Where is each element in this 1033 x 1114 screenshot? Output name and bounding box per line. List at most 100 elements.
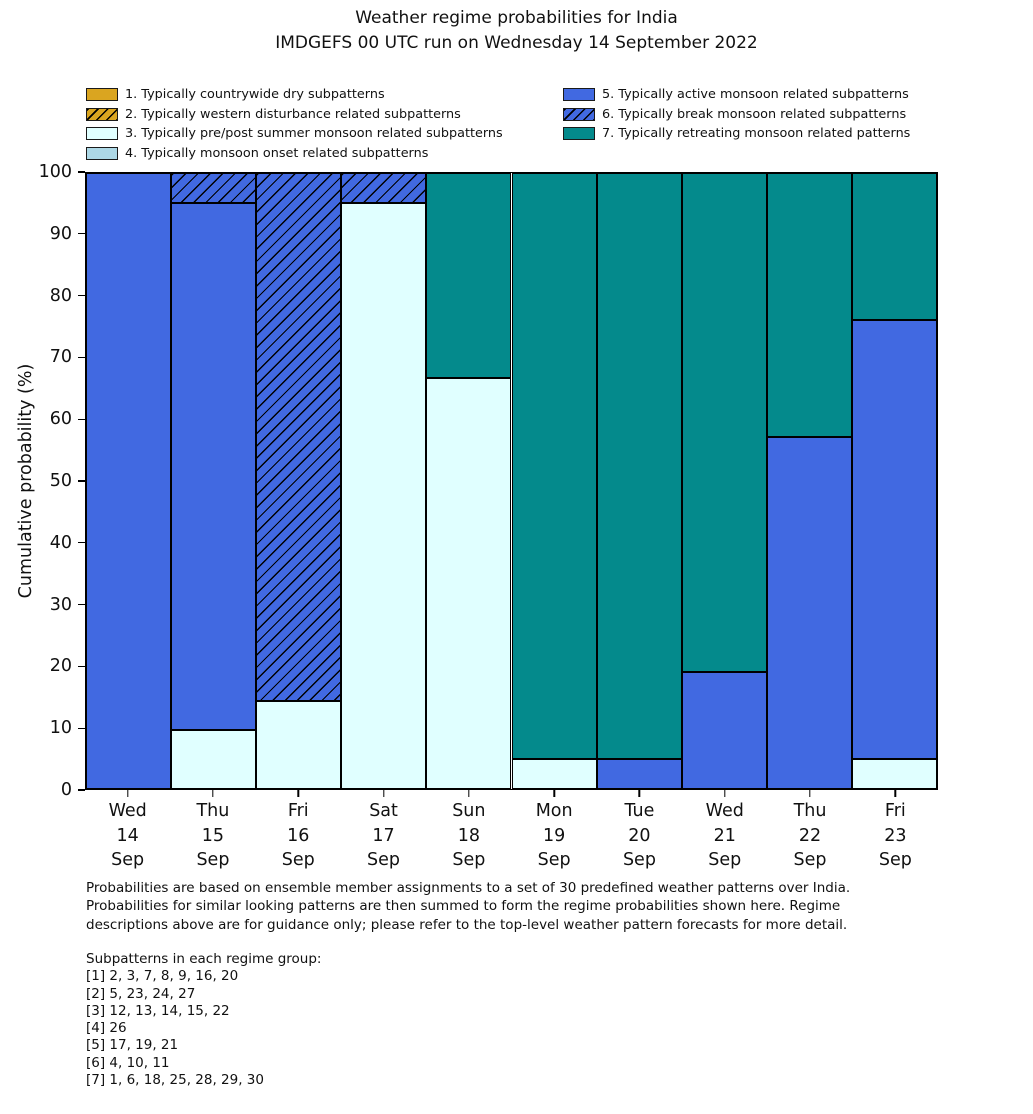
bar-segment-regime-5 (86, 173, 172, 789)
y-tick (78, 603, 85, 606)
bar-segment-regime-7 (681, 173, 767, 672)
x-tick-label: Thu 22 Sep (793, 801, 827, 870)
legend-column-right: 5. Typically active monsoon related subp… (563, 85, 910, 144)
subpatterns-line: [7] 1, 6, 18, 25, 28, 29, 30 (86, 1072, 264, 1089)
y-tick-label: 50 (49, 471, 72, 491)
x-tick-label: Fri 16 Sep (281, 801, 315, 870)
bar-thu-22-sep (766, 173, 852, 789)
y-tick (78, 356, 85, 359)
y-tick-label: 60 (49, 409, 72, 430)
regime-6-swatch-icon (563, 107, 595, 121)
bar-sat-17-sep (341, 173, 427, 789)
plot-area (85, 172, 938, 790)
legend-label: 2. Typically western disturbance related… (125, 106, 461, 122)
y-tick (78, 418, 85, 420)
regime-4-swatch-icon (86, 147, 118, 161)
y-tick-label: 40 (49, 532, 72, 553)
bar-mon-19-sep (511, 173, 597, 789)
x-tick-label: Wed 21 Sep (705, 801, 744, 870)
y-axis: 0 10 20 30 40 50 60 70 80 90 100 (0, 162, 85, 800)
x-tick-label: Sat 17 Sep (367, 801, 401, 870)
y-tick-label: 90 (49, 223, 72, 244)
bar-fri-16-sep (256, 173, 342, 789)
legend-label: 4. Typically monsoon onset related subpa… (125, 146, 429, 162)
bar-segment-regime-3 (256, 700, 342, 789)
y-tick (78, 294, 85, 297)
x-tick (126, 790, 129, 797)
subpatterns-line: [3] 12, 13, 14, 15, 22 (86, 1002, 230, 1019)
legend-label: 6. Typically break monsoon related subpa… (602, 106, 907, 122)
y-tick (78, 727, 85, 729)
legend-item-regime-4: 4. Typically monsoon onset related subpa… (86, 144, 503, 164)
y-tick-label: 70 (49, 347, 72, 368)
x-tick-label: Mon 19 Sep (535, 801, 573, 870)
bar-segment-regime-7 (766, 173, 852, 438)
bar-segment-regime-5 (851, 319, 937, 760)
bar-wed-14-sep (86, 173, 172, 789)
bar-tue-20-sep (596, 173, 682, 789)
bar-wed-21-sep (681, 173, 767, 789)
x-axis: Wed 14 Sep Thu 15 Sep Fri 16 Sep Sat 17 Sep… (85, 790, 938, 880)
bar-segment-regime-5 (171, 202, 257, 731)
title-block: Weather regime probabilities for India I… (0, 6, 1033, 56)
regime-7-swatch-icon (563, 127, 595, 141)
bar-segment-regime-6 (256, 173, 342, 701)
legend-item-regime-6: 6. Typically break monsoon related subpa… (563, 105, 910, 125)
x-tick-label: Fri 23 Sep (878, 801, 912, 870)
x-tick (297, 790, 299, 797)
y-tick-label: 30 (49, 594, 72, 615)
x-tick (468, 790, 470, 797)
bar-segment-regime-7 (426, 173, 512, 379)
subpatterns-block: Subpatterns in each regime group: [1] 2,… (86, 951, 321, 1089)
legend-label: 1. Typically countrywide dry subpatterns (125, 87, 385, 103)
regime-1-swatch-icon (86, 88, 118, 102)
legend-item-regime-3: 3. Typically pre/post summer monsoon rel… (86, 124, 503, 144)
x-tick-label: Thu 15 Sep (196, 801, 230, 870)
subpatterns-line: [4] 26 (86, 1020, 127, 1037)
subpatterns-line: [1] 2, 3, 7, 8, 9, 16, 20 (86, 968, 239, 985)
legend-item-regime-1: 1. Typically countrywide dry subpatterns (86, 85, 503, 105)
x-tick (553, 790, 555, 797)
bar-segment-regime-6 (171, 173, 257, 203)
x-tick (212, 790, 214, 797)
x-tick (382, 790, 385, 797)
x-tick-label: Wed 14 Sep (108, 801, 147, 870)
bar-segment-regime-3 (426, 378, 512, 789)
bar-segment-regime-3 (341, 202, 427, 789)
y-tick-label: 10 (49, 718, 72, 739)
y-tick-label: 20 (49, 656, 72, 677)
bar-segment-regime-6 (341, 173, 427, 203)
bar-segment-regime-7 (596, 173, 682, 760)
bar-segment-regime-3 (851, 759, 937, 789)
legend-label: 3. Typically pre/post summer monsoon rel… (125, 126, 503, 142)
bar-segment-regime-7 (511, 173, 597, 760)
bar-segment-regime-5 (766, 437, 852, 789)
legend-item-regime-5: 5. Typically active monsoon related subp… (563, 85, 910, 105)
y-tick-label: 80 (49, 285, 72, 306)
chart-title: Weather regime probabilities for India (355, 8, 678, 28)
legend-column-left: 1. Typically countrywide dry subpatterns… (86, 85, 503, 163)
y-tick (78, 542, 85, 544)
x-tick-label: Sun 18 Sep (452, 801, 486, 870)
legend-label: 7. Typically retreating monsoon related … (602, 126, 911, 142)
subpatterns-line: [2] 5, 23, 24, 27 (86, 985, 196, 1002)
regime-2-swatch-icon (86, 107, 118, 121)
y-tick (78, 233, 85, 235)
regime-3-swatch-icon (86, 127, 118, 141)
bar-fri-23-sep (851, 173, 937, 789)
bar-thu-15-sep (171, 173, 257, 789)
bar-sun-18-sep (426, 173, 512, 789)
bar-segment-regime-3 (511, 759, 597, 789)
x-tick-label: Tue 20 Sep (622, 801, 656, 870)
legend-label: 5. Typically active monsoon related subp… (602, 87, 909, 103)
bar-segment-regime-5 (596, 759, 682, 789)
y-tick (78, 665, 85, 668)
chart-subtitle: IMDGEFS 00 UTC run on Wednesday 14 Septe… (275, 33, 758, 53)
subpatterns-header: Subpatterns in each regime group: (86, 951, 322, 967)
subpatterns-line: [5] 17, 19, 21 (86, 1037, 179, 1054)
subpatterns-line: [6] 4, 10, 11 (86, 1054, 170, 1071)
regime-5-swatch-icon (563, 88, 595, 102)
bar-segment-regime-5 (681, 671, 767, 789)
bar-segment-regime-7 (851, 173, 937, 320)
